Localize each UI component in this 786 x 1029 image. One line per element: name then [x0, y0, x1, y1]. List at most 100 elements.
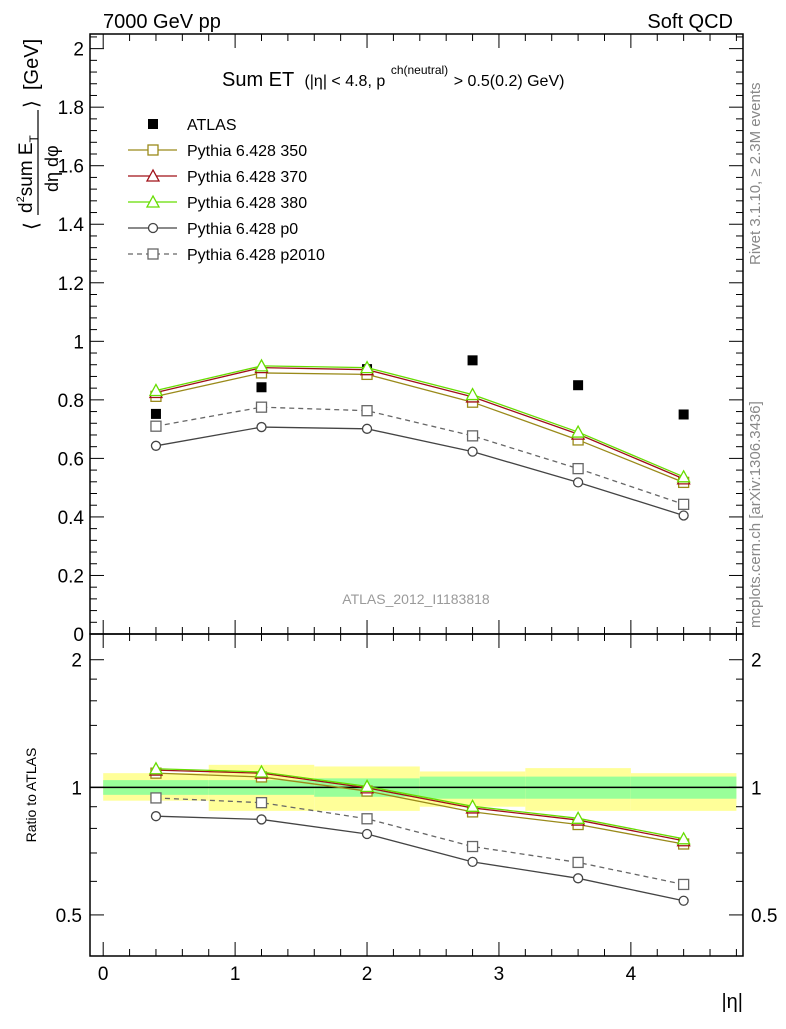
legend-marker-atlas: [148, 119, 158, 129]
ratio-point-pythia-6-428-p0: [467, 856, 478, 868]
ratio-point-pythia-6-428-380: [676, 831, 691, 845]
ratio-frame: [89, 633, 744, 957]
main-y-tick-label: 1.4: [58, 215, 85, 236]
y-label-bracket-left: ⟨: [21, 222, 43, 230]
legend-label-pythia-6-428-p0: Pythia 6.428 p0: [187, 221, 298, 238]
x-tick-label: 4: [626, 964, 637, 985]
mcplots-label: mcplots.cern.ch [arXiv:1306.3436]: [747, 401, 764, 628]
main-x-ticks: [102, 34, 737, 634]
main-point-pythia-6-428-p2010: [361, 405, 373, 417]
ratio-uncertainty-bands: [103, 764, 737, 811]
ratio-point-pythia-6-428-380: [148, 761, 164, 775]
x-tick-label: 3: [494, 964, 505, 985]
x-axis-label: |η|: [721, 991, 743, 1013]
main-y-tick-label: 1: [73, 332, 84, 353]
ratio-point-pythia-6-428-p0: [678, 895, 689, 906]
main-y-tick-label: 0.6: [58, 449, 84, 470]
ratio-point-pythia-6-428-p2010: [255, 797, 268, 809]
main-point-pythia-6-428-380: [148, 383, 164, 397]
main-y-tick-label: 0: [73, 625, 84, 646]
main-point-pythia-6-428-p0: [572, 477, 584, 488]
ratio-point-pythia-6-428-p2010: [466, 840, 479, 853]
ratio-y-tick-label: 2: [71, 651, 82, 672]
main-y-tick-label: 0.4: [58, 508, 85, 529]
main-line-pythia-6-428-380: [155, 365, 684, 478]
ratio-point-pythia-6-428-p2010: [150, 792, 162, 804]
main-line-pythia-6-428-350: [155, 372, 684, 483]
main-point-atlas: [256, 382, 267, 393]
main-y-axis-label: ⟨ d2sum ET dη dφ ⟩ [GeV]: [15, 39, 62, 230]
ratio-y-tick-label-right: 2: [751, 651, 762, 672]
main-point-pythia-6-428-380: [465, 387, 480, 401]
main-y-tick-label: 1.6: [58, 157, 84, 178]
header-right: Soft QCD: [647, 11, 733, 33]
main-point-atlas: [150, 408, 161, 419]
main-y-tick-label: 0.8: [58, 391, 84, 412]
ratio-line-pythia-6-428-p2010: [155, 797, 684, 886]
main-y-ticks: 0 0.2 0.4 0.6 0.8 1 1.2 1.4 1.6 1.8 2: [58, 36, 743, 646]
plot-title-end: > 0.5(0.2) GeV): [454, 73, 565, 90]
main-panel: 0 0.2 0.4 0.6 0.8 1 1.2 1.4 1.6 1.8 2 ATLAS_2012_I…: [15, 33, 744, 646]
main-point-pythia-6-428-p2010: [677, 498, 690, 510]
ratio-point-pythia-6-428-p0: [150, 811, 162, 822]
plot-title-sub: (|η| < 4.8, p: [304, 73, 385, 90]
ratio-y-tick-label: 0.5: [56, 906, 82, 927]
legend-marker-pythia-6-428-370: [145, 168, 161, 182]
legend-marker-pythia-6-428-p2010: [147, 248, 159, 260]
plot-title-main: Sum ET: [222, 69, 294, 91]
x-tick-label: 2: [362, 964, 373, 985]
y-label-denominator: dη dφ: [42, 145, 62, 192]
main-point-pythia-6-428-p2010: [150, 420, 162, 432]
plot-title: Sum ET (|η| < 4.8, p ch(neutral) > 0.5(0…: [222, 57, 564, 91]
ratio-y-tick-label-right: 1: [751, 778, 762, 799]
ratio-series-layer: [148, 761, 691, 906]
ratio-point-pythia-6-428-p2010: [361, 813, 373, 825]
ratio-point-pythia-6-428-p2010: [677, 878, 690, 891]
y-label-unit: [GeV]: [21, 39, 43, 90]
ratio-y-tick-label: 1: [71, 778, 82, 799]
ratio-point-pythia-6-428-380: [571, 810, 586, 824]
main-point-pythia-6-428-p0: [678, 510, 689, 521]
x-tick-label: 0: [98, 964, 109, 985]
main-point-pythia-6-428-p0: [467, 446, 478, 457]
main-point-pythia-6-428-380: [359, 360, 375, 374]
header-left: 7000 GeV pp: [103, 11, 221, 33]
legend: ATLAS Pythia 6.428 350 Pythia 6.428 370 Pyt…: [128, 117, 325, 264]
main-point-pythia-6-428-p0: [361, 423, 373, 434]
main-point-atlas: [573, 380, 584, 391]
main-point-pythia-6-428-p2010: [572, 462, 584, 475]
x-tick-label: 1: [230, 964, 241, 985]
main-y-tick-label: 1.2: [58, 274, 84, 295]
ratio-panel: 0.5 0.5 1 1 2 2 0 1 2 3 4 Ratio to ATLAS |η|: [23, 633, 777, 1013]
main-series-layer: [148, 355, 691, 521]
legend-label-atlas: ATLAS: [187, 117, 237, 134]
ratio-y-tick-label-right: 0.5: [751, 906, 777, 927]
main-point-pythia-6-428-p2010: [255, 401, 268, 413]
main-point-atlas: [467, 355, 478, 366]
ratio-point-pythia-6-428-380: [254, 764, 269, 778]
main-point-atlas: [678, 409, 689, 420]
main-y-tick-label: 2: [73, 40, 84, 61]
ratio-y-axis-label: Ratio to ATLAS: [23, 748, 39, 843]
plot-title-sup: ch(neutral): [391, 63, 448, 77]
main-point-pythia-6-428-380: [254, 358, 269, 372]
analysis-watermark: ATLAS_2012_I1183818: [342, 591, 490, 607]
ratio-point-pythia-6-428-p2010: [572, 856, 584, 869]
ratio-point-pythia-6-428-p0: [361, 828, 373, 840]
main-point-pythia-6-428-p2010: [466, 430, 479, 442]
y-label-bracket-right: ⟩: [21, 100, 43, 108]
ratio-point-pythia-6-428-p0: [572, 873, 584, 884]
ratio-point-pythia-6-428-380: [359, 779, 375, 793]
ratio-x-ticks: 0 1 2 3 4: [98, 634, 737, 985]
ratio-point-pythia-6-428-p0: [256, 814, 267, 825]
legend-label-pythia-6-428-370: Pythia 6.428 370: [187, 169, 307, 186]
main-y-tick-label: 1.8: [58, 98, 84, 119]
legend-marker-pythia-6-428-350: [147, 144, 159, 156]
main-line-pythia-6-428-370: [155, 367, 684, 480]
main-point-pythia-6-428-380: [571, 424, 586, 438]
ratio-point-pythia-6-428-380: [465, 798, 480, 812]
ratio-line-pythia-6-428-370: [155, 769, 684, 842]
ratio-line-pythia-6-428-350: [155, 772, 684, 845]
main-y-tick-label: 0.2: [58, 566, 84, 587]
